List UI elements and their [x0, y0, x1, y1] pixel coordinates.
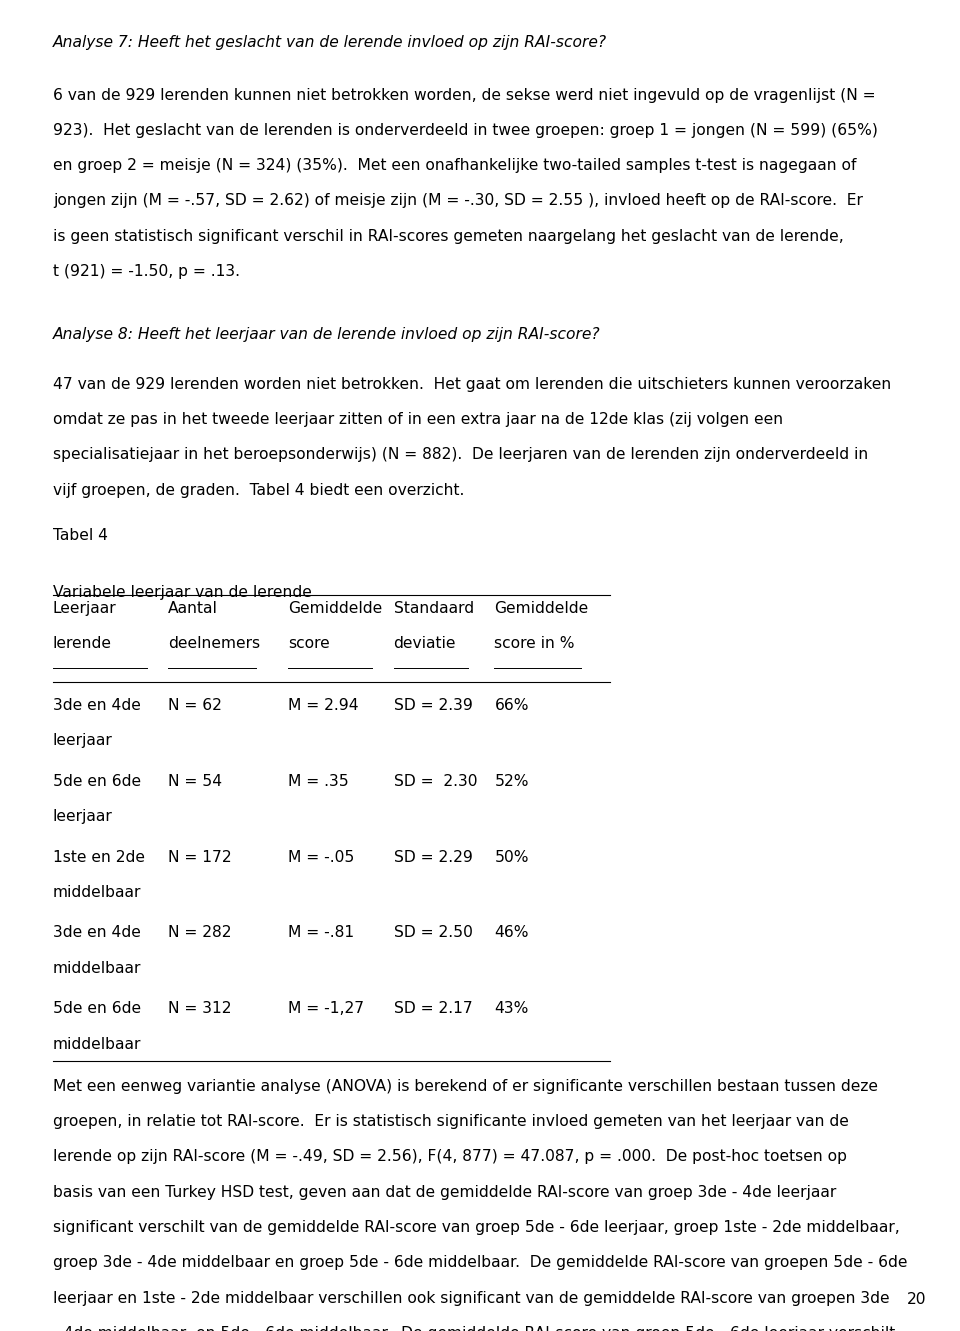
Text: Aantal: Aantal: [168, 600, 218, 616]
Text: middelbaar: middelbaar: [53, 1037, 141, 1051]
Text: N = 312: N = 312: [168, 1001, 231, 1017]
Text: Variabele leerjaar van de lerende: Variabele leerjaar van de lerende: [53, 584, 312, 600]
Text: groep 3de - 4de middelbaar en groep 5de - 6de middelbaar.  De gemiddelde RAI-sco: groep 3de - 4de middelbaar en groep 5de …: [53, 1255, 907, 1270]
Text: N = 62: N = 62: [168, 697, 222, 713]
Text: leerjaar en 1ste - 2de middelbaar verschillen ook significant van de gemiddelde : leerjaar en 1ste - 2de middelbaar versch…: [53, 1291, 889, 1306]
Text: jongen zijn (M = -.57, SD = 2.62) of meisje zijn (M = -.30, SD = 2.55 ), invloed: jongen zijn (M = -.57, SD = 2.62) of mei…: [53, 193, 863, 209]
Text: Standaard: Standaard: [394, 600, 473, 616]
Text: middelbaar: middelbaar: [53, 961, 141, 976]
Text: lerende op zijn RAI-score (M = -.49, SD = 2.56), F(4, 877) = 47.087, p = .000.  : lerende op zijn RAI-score (M = -.49, SD …: [53, 1150, 847, 1165]
Text: t (921) = -1.50, p = .13.: t (921) = -1.50, p = .13.: [53, 264, 240, 280]
Text: N = 54: N = 54: [168, 773, 222, 789]
Text: lerende: lerende: [53, 636, 111, 651]
Text: leerjaar: leerjaar: [53, 809, 112, 824]
Text: Gemiddelde: Gemiddelde: [494, 600, 588, 616]
Text: SD = 2.17: SD = 2.17: [394, 1001, 472, 1017]
Text: basis van een Turkey HSD test, geven aan dat de gemiddelde RAI-score van groep 3: basis van een Turkey HSD test, geven aan…: [53, 1185, 836, 1199]
Text: 52%: 52%: [494, 773, 529, 789]
Text: SD = 2.50: SD = 2.50: [394, 925, 472, 941]
Text: middelbaar: middelbaar: [53, 885, 141, 900]
Text: significant verschilt van de gemiddelde RAI-score van groep 5de - 6de leerjaar, : significant verschilt van de gemiddelde …: [53, 1221, 900, 1235]
Text: M = 2.94: M = 2.94: [288, 697, 359, 713]
Text: groepen, in relatie tot RAI-score.  Er is statistisch significante invloed gemet: groepen, in relatie tot RAI-score. Er is…: [53, 1114, 849, 1129]
Text: en groep 2 = meisje (N = 324) (35%).  Met een onafhankelijke two-tailed samples : en groep 2 = meisje (N = 324) (35%). Met…: [53, 158, 856, 173]
Text: omdat ze pas in het tweede leerjaar zitten of in een extra jaar na de 12de klas : omdat ze pas in het tweede leerjaar zitt…: [53, 413, 783, 427]
Text: Analyse 7: Heeft het geslacht van de lerende invloed op zijn RAI-score?: Analyse 7: Heeft het geslacht van de ler…: [53, 35, 607, 49]
Text: Met een eenweg variantie analyse (ANOVA) is berekend of er significante verschil: Met een eenweg variantie analyse (ANOVA)…: [53, 1079, 877, 1094]
Text: SD = 2.29: SD = 2.29: [394, 849, 472, 865]
Text: N = 282: N = 282: [168, 925, 231, 941]
Text: 20: 20: [907, 1292, 926, 1307]
Text: deelnemers: deelnemers: [168, 636, 260, 651]
Text: is geen statistisch significant verschil in RAI-scores gemeten naargelang het ge: is geen statistisch significant verschil…: [53, 229, 844, 244]
Text: 6 van de 929 lerenden kunnen niet betrokken worden, de sekse werd niet ingevuld : 6 van de 929 lerenden kunnen niet betrok…: [53, 88, 876, 102]
Text: score in %: score in %: [494, 636, 575, 651]
Text: M = .35: M = .35: [288, 773, 348, 789]
Text: SD = 2.39: SD = 2.39: [394, 697, 472, 713]
Text: SD =  2.30: SD = 2.30: [394, 773, 477, 789]
Text: Gemiddelde: Gemiddelde: [288, 600, 382, 616]
Text: specialisatiejaar in het beroepsonderwijs) (N = 882).  De leerjaren van de leren: specialisatiejaar in het beroepsonderwij…: [53, 447, 868, 462]
Text: 50%: 50%: [494, 849, 529, 865]
Text: N = 172: N = 172: [168, 849, 231, 865]
Text: 3de en 4de: 3de en 4de: [53, 697, 141, 713]
Text: 3de en 4de: 3de en 4de: [53, 925, 141, 941]
Text: Analyse 8: Heeft het leerjaar van de lerende invloed op zijn RAI-score?: Analyse 8: Heeft het leerjaar van de ler…: [53, 327, 600, 342]
Text: Leerjaar: Leerjaar: [53, 600, 116, 616]
Text: 43%: 43%: [494, 1001, 529, 1017]
Text: 5de en 6de: 5de en 6de: [53, 773, 141, 789]
Text: 66%: 66%: [494, 697, 529, 713]
Text: score: score: [288, 636, 329, 651]
Text: leerjaar: leerjaar: [53, 733, 112, 748]
Text: 1ste en 2de: 1ste en 2de: [53, 849, 145, 865]
Text: M = -.05: M = -.05: [288, 849, 354, 865]
Text: deviatie: deviatie: [394, 636, 456, 651]
Text: 47 van de 929 lerenden worden niet betrokken.  Het gaat om lerenden die uitschie: 47 van de 929 lerenden worden niet betro…: [53, 377, 891, 391]
Text: 46%: 46%: [494, 925, 529, 941]
Text: vijf groepen, de graden.  Tabel 4 biedt een overzicht.: vijf groepen, de graden. Tabel 4 biedt e…: [53, 483, 465, 498]
Text: 923).  Het geslacht van de lerenden is onderverdeeld in twee groepen: groep 1 = : 923). Het geslacht van de lerenden is on…: [53, 122, 877, 138]
Text: - 4de middelbaar, en 5de - 6de middelbaar.  De gemiddelde RAI-score van groep 5d: - 4de middelbaar, en 5de - 6de middelbaa…: [53, 1326, 895, 1331]
Text: M = -.81: M = -.81: [288, 925, 354, 941]
Text: 5de en 6de: 5de en 6de: [53, 1001, 141, 1017]
Text: M = -1,27: M = -1,27: [288, 1001, 364, 1017]
Text: Tabel 4: Tabel 4: [53, 528, 108, 543]
